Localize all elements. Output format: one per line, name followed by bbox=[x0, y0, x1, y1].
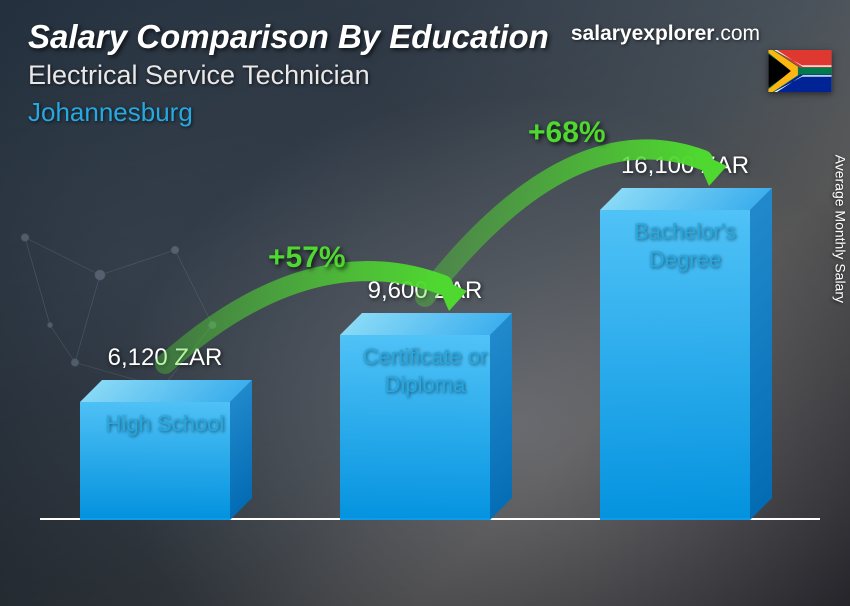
percentage-label: +57% bbox=[268, 241, 346, 275]
title-subtitle: Electrical Service Technician bbox=[28, 60, 830, 91]
header: Salary Comparison By Education Electrica… bbox=[28, 18, 830, 128]
y-axis-label: Average Monthly Salary bbox=[832, 155, 848, 303]
title-main: Salary Comparison By Education bbox=[28, 18, 830, 56]
bar-chart: 6,120 ZAR High School 9,600 ZAR Certific… bbox=[60, 146, 800, 576]
title-location: Johannesburg bbox=[28, 97, 830, 128]
bar-category-label: High School bbox=[50, 410, 280, 438]
bar-group-0: 6,120 ZAR High School bbox=[80, 402, 250, 520]
